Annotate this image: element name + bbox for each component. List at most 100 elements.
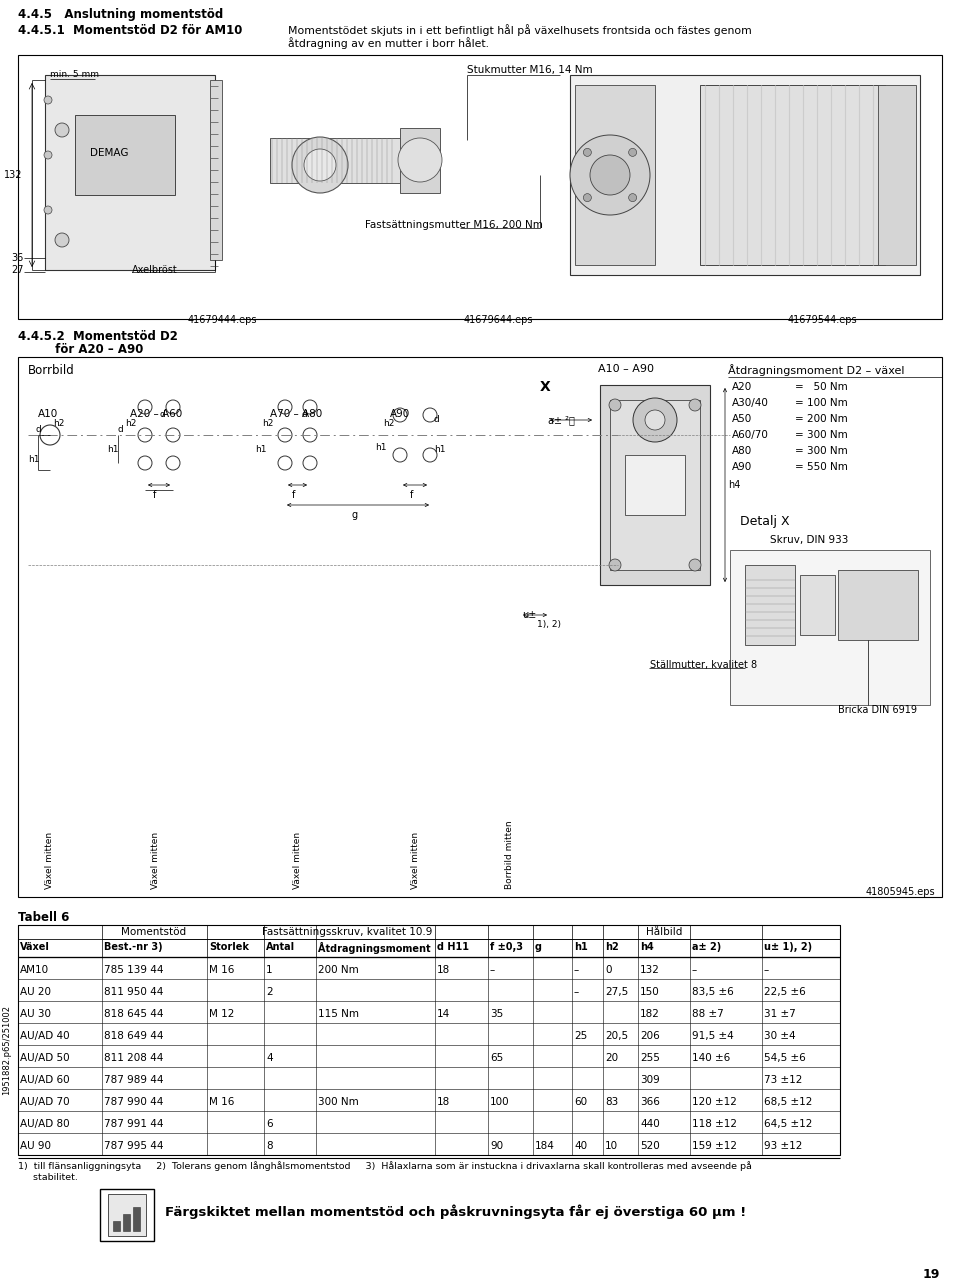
Text: 150: 150 — [640, 987, 660, 997]
Text: 4.4.5   Anslutning momentstöd: 4.4.5 Anslutning momentstöd — [18, 8, 224, 21]
Text: 41679444.eps: 41679444.eps — [187, 315, 256, 326]
Text: min. 5 mm: min. 5 mm — [50, 71, 99, 79]
Text: Antal: Antal — [266, 942, 295, 953]
Text: AU 20: AU 20 — [20, 987, 51, 997]
Circle shape — [44, 151, 52, 159]
Text: 30 ±4: 30 ±4 — [764, 1031, 796, 1041]
Circle shape — [633, 397, 677, 442]
Text: Best.-nr 3): Best.-nr 3) — [104, 942, 162, 953]
Circle shape — [40, 426, 60, 445]
Text: Momentstöd: Momentstöd — [121, 927, 186, 937]
Text: 811 208 44: 811 208 44 — [104, 1053, 163, 1063]
Text: 4.4.5.2  Momentstöd D2: 4.4.5.2 Momentstöd D2 — [18, 329, 178, 344]
Text: h2: h2 — [125, 419, 136, 428]
Bar — [108, 1194, 146, 1236]
Bar — [113, 1220, 120, 1231]
Text: 8: 8 — [266, 1141, 273, 1151]
Text: 366: 366 — [640, 1097, 660, 1106]
Circle shape — [138, 400, 152, 414]
Text: A80: A80 — [732, 446, 753, 456]
Circle shape — [278, 428, 292, 442]
Circle shape — [138, 456, 152, 470]
Circle shape — [55, 123, 69, 137]
Text: 184: 184 — [535, 1141, 555, 1151]
Circle shape — [393, 447, 407, 462]
Text: f: f — [154, 490, 156, 500]
Text: –: – — [490, 965, 495, 976]
Bar — [878, 85, 916, 265]
Bar — [610, 400, 700, 570]
Text: 118 ±12: 118 ±12 — [692, 1119, 737, 1129]
Text: –: – — [764, 965, 769, 976]
Bar — [18, 956, 840, 1155]
Circle shape — [55, 233, 69, 247]
Text: AU/AD 40: AU/AD 40 — [20, 1031, 70, 1041]
Text: h4: h4 — [640, 942, 654, 953]
Text: 83: 83 — [605, 1097, 618, 1106]
Text: Detalj X: Detalj X — [740, 515, 790, 528]
Circle shape — [44, 96, 52, 104]
Circle shape — [609, 559, 621, 570]
Text: 100: 100 — [490, 1097, 510, 1106]
Text: d: d — [160, 410, 166, 419]
Text: Momentstödet skjuts in i ett befintligt hål på växelhusets frontsida och fästes : Momentstödet skjuts in i ett befintligt … — [288, 24, 752, 36]
Bar — [730, 550, 930, 705]
Text: 140 ±6: 140 ±6 — [692, 1053, 731, 1063]
Circle shape — [590, 155, 630, 195]
Bar — [18, 938, 840, 956]
Circle shape — [303, 428, 317, 442]
Text: 787 989 44: 787 989 44 — [104, 1076, 163, 1085]
Circle shape — [44, 206, 52, 214]
Text: =   50 Nm: = 50 Nm — [795, 382, 848, 392]
Text: h1: h1 — [107, 445, 118, 454]
Text: h2: h2 — [383, 419, 395, 428]
Text: 93 ±12: 93 ±12 — [764, 1141, 803, 1151]
Text: A50: A50 — [732, 414, 753, 424]
Circle shape — [398, 138, 442, 182]
Circle shape — [278, 400, 292, 414]
Text: 300 Nm: 300 Nm — [318, 1097, 359, 1106]
Text: 120 ±12: 120 ±12 — [692, 1097, 737, 1106]
Text: 115 Nm: 115 Nm — [318, 1009, 359, 1019]
Text: d: d — [35, 426, 40, 435]
Text: Storlek: Storlek — [209, 942, 249, 953]
Text: u±: u± — [522, 610, 537, 620]
Text: 787 990 44: 787 990 44 — [104, 1097, 163, 1106]
Circle shape — [166, 456, 180, 470]
Text: 818 645 44: 818 645 44 — [104, 1009, 163, 1019]
Text: 132: 132 — [4, 171, 22, 179]
Bar — [400, 128, 440, 194]
Text: 40: 40 — [574, 1141, 588, 1151]
Text: Skruv, DIN 933: Skruv, DIN 933 — [770, 535, 849, 545]
Text: –: – — [574, 987, 579, 997]
Text: X: X — [540, 379, 551, 394]
Text: = 200 Nm: = 200 Nm — [795, 414, 848, 424]
Text: AU 30: AU 30 — [20, 1009, 51, 1019]
Text: h1: h1 — [255, 445, 267, 454]
Text: 27,5: 27,5 — [605, 987, 628, 997]
Circle shape — [304, 149, 336, 181]
Text: Växel mitten: Växel mitten — [151, 832, 159, 888]
Text: Fastsättningsskruv, kvalitet 10.9: Fastsättningsskruv, kvalitet 10.9 — [262, 927, 432, 937]
Text: 20: 20 — [605, 1053, 618, 1063]
Circle shape — [584, 194, 591, 201]
Circle shape — [570, 135, 650, 215]
Text: g: g — [535, 942, 542, 953]
Text: Växel mitten: Växel mitten — [411, 832, 420, 888]
Text: 22,5 ±6: 22,5 ±6 — [764, 987, 805, 997]
Text: Stukmutter M16, 14 Nm: Stukmutter M16, 14 Nm — [467, 65, 592, 76]
Text: 1: 1 — [266, 965, 273, 976]
Text: 25: 25 — [574, 1031, 588, 1041]
Text: g: g — [352, 510, 358, 520]
Bar — [75, 115, 175, 195]
Text: för A20 – A90: för A20 – A90 — [18, 344, 143, 356]
Text: 60: 60 — [574, 1097, 588, 1106]
Bar — [210, 79, 222, 260]
Text: 520: 520 — [640, 1141, 660, 1151]
Text: h1: h1 — [28, 455, 39, 464]
Text: 159 ±12: 159 ±12 — [692, 1141, 737, 1151]
Text: 54,5 ±6: 54,5 ±6 — [764, 1053, 805, 1063]
Text: 440: 440 — [640, 1119, 660, 1129]
Circle shape — [584, 149, 591, 156]
Text: 20,5: 20,5 — [605, 1031, 628, 1041]
